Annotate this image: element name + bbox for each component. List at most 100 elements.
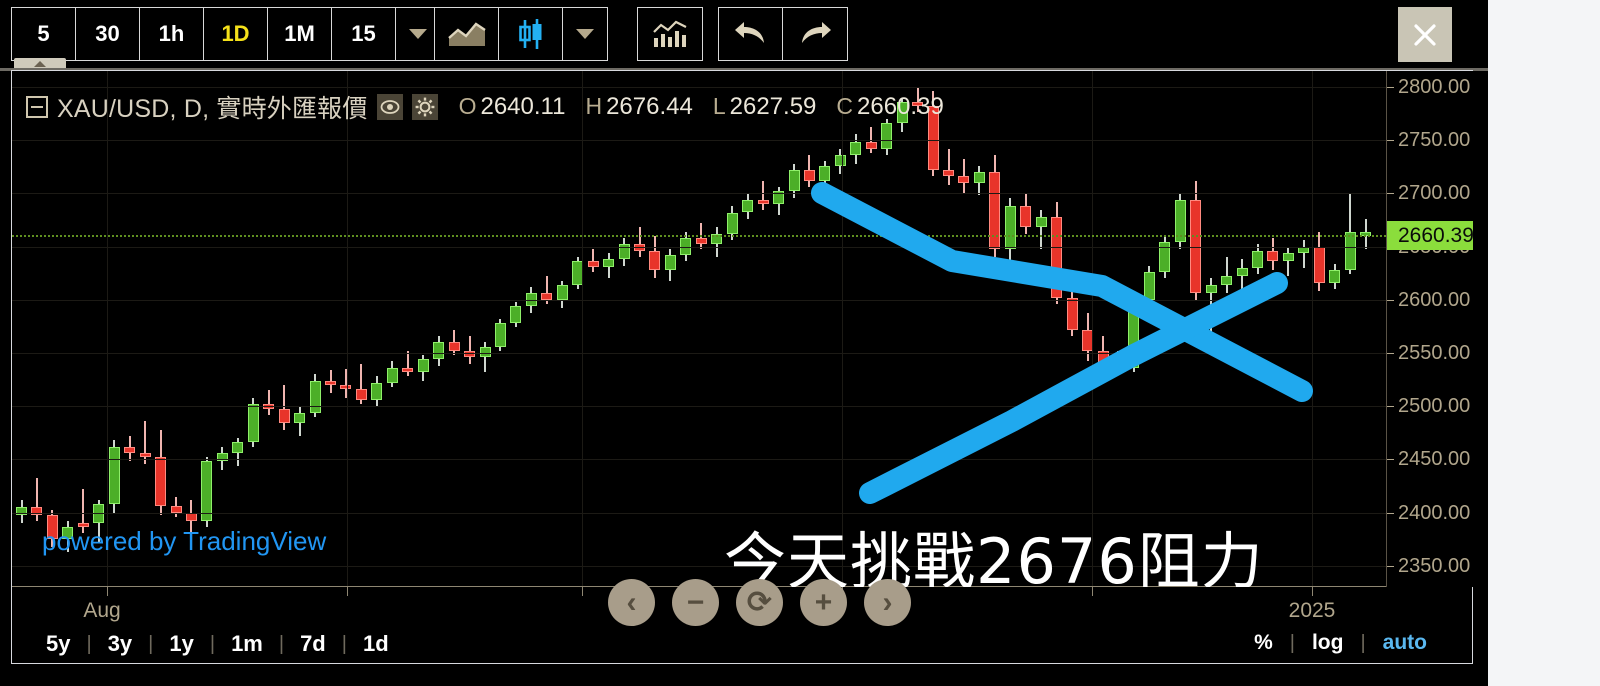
candlestick	[62, 71, 74, 587]
range-button-3y[interactable]: 3y	[107, 631, 133, 656]
candle-wick	[1287, 246, 1290, 277]
indicators-group	[637, 7, 703, 61]
range-separator: |	[148, 632, 154, 655]
eye-icon[interactable]	[376, 94, 403, 120]
gridline-horizontal	[12, 193, 1386, 195]
undo-arrow-icon	[734, 22, 764, 43]
gear-icon[interactable]	[411, 94, 438, 120]
candle-body	[1035, 216, 1047, 228]
interval-button-1m[interactable]: 1M	[268, 8, 332, 60]
candle-body	[355, 389, 367, 400]
price-tick-label: 2550.00	[1398, 341, 1471, 364]
candle-body	[108, 446, 120, 504]
scale-button-log[interactable]: log	[1311, 631, 1344, 654]
price-tick-label: 2600.00	[1398, 288, 1471, 311]
interval-button-5[interactable]: 5	[12, 8, 76, 60]
candlestick	[958, 71, 970, 587]
candlestick	[541, 71, 553, 587]
candle-body	[1004, 206, 1016, 249]
candlestick	[587, 71, 599, 587]
chart-type-candlestick-button[interactable]	[499, 8, 563, 60]
gridline-horizontal	[12, 406, 1386, 408]
candlestick	[726, 71, 738, 587]
collapse-icon[interactable]	[26, 96, 48, 118]
candle-body	[649, 250, 661, 270]
candle-body	[247, 404, 259, 443]
candlestick	[232, 71, 244, 587]
range-button-1m[interactable]: 1m	[231, 631, 263, 656]
interval-button-30[interactable]: 30	[76, 8, 140, 60]
interval-more-button[interactable]	[396, 8, 440, 60]
zoom-in-button[interactable]: +	[800, 579, 847, 626]
candlestick	[927, 71, 939, 587]
zoom-out-button[interactable]: −	[672, 579, 719, 626]
candle-wick	[344, 368, 347, 398]
reset-chart-button[interactable]: ⟳	[736, 579, 783, 626]
range-separator: |	[209, 632, 216, 655]
candle-body	[850, 142, 862, 156]
candlestick	[448, 71, 460, 587]
range-separator: |	[278, 632, 285, 655]
toolbar-scroll-handle[interactable]	[14, 58, 66, 70]
price-axis[interactable]: 2800.002750.002700.002650.002600.002550.…	[1387, 71, 1474, 587]
range-button-7d[interactable]: 7d	[300, 631, 326, 656]
candle-body	[1128, 299, 1140, 368]
price-tick-label: 2500.00	[1398, 395, 1471, 418]
chart-type-group	[434, 7, 608, 61]
gridline-vertical	[347, 71, 348, 587]
chevron-down-icon	[409, 29, 427, 39]
candle-wick	[1117, 350, 1120, 375]
candle-body	[973, 172, 985, 183]
candle-wick	[360, 363, 363, 404]
candle-body	[695, 238, 707, 245]
price-tick-label: 2700.00	[1398, 182, 1471, 205]
annotation-text: 今天挑戰2676阻力	[724, 525, 1264, 587]
indicators-icon	[653, 20, 687, 47]
range-button-1y[interactable]: 1y	[169, 631, 194, 656]
candlestick	[649, 71, 661, 587]
candle-body	[309, 380, 321, 413]
scale-separator: |	[1360, 631, 1366, 654]
redo-button[interactable]	[783, 8, 847, 60]
range-button-5y[interactable]: 5y	[46, 631, 71, 656]
scroll-left-button[interactable]: ‹	[608, 579, 655, 626]
chart-type-more-button[interactable]	[563, 8, 607, 60]
undo-button[interactable]	[719, 8, 783, 60]
chart-type-area-button[interactable]	[435, 8, 499, 60]
candlestick	[402, 71, 414, 587]
candlestick	[1344, 71, 1356, 587]
interval-button-1h[interactable]: 1h	[140, 8, 204, 60]
scale-button-percent[interactable]: %	[1254, 631, 1273, 654]
candlestick	[943, 71, 954, 587]
candlestick	[479, 71, 491, 587]
candle-body	[1143, 272, 1155, 300]
candlestick	[556, 71, 568, 587]
candle-wick	[82, 489, 85, 533]
candlestick	[1205, 71, 1217, 587]
candlestick	[773, 71, 785, 587]
chart-plot-area[interactable]: 今天挑戰2676阻力 powered by TradingView	[12, 71, 1386, 587]
close-button[interactable]	[1398, 7, 1452, 62]
candlestick	[309, 71, 321, 587]
candlestick	[1298, 71, 1310, 587]
interval-button-1d[interactable]: 1D	[204, 8, 268, 60]
scroll-right-button[interactable]: ›	[864, 579, 911, 626]
interval-button-group: 5 30 1h 1D 1M 15	[11, 7, 441, 61]
indicators-button[interactable]	[638, 8, 702, 60]
candlestick	[278, 71, 290, 587]
range-button-1d[interactable]: 1d	[362, 631, 389, 656]
top-toolbar: 5 30 1h 1D 1M 15	[0, 0, 1488, 70]
price-tick-dash	[1387, 565, 1394, 567]
price-tick-dash	[1387, 86, 1394, 88]
ohlc-key: H	[585, 93, 603, 119]
interval-button-15[interactable]: 15	[332, 8, 396, 60]
candlestick	[850, 71, 862, 587]
gridline-horizontal	[12, 512, 1386, 514]
candle-body	[294, 412, 306, 424]
candle-body	[1205, 284, 1217, 294]
candle-body	[1252, 250, 1263, 268]
candlestick	[1236, 71, 1248, 587]
candle-body	[865, 142, 877, 149]
candlestick	[1174, 71, 1186, 587]
scale-button-auto[interactable]: auto	[1382, 631, 1427, 654]
